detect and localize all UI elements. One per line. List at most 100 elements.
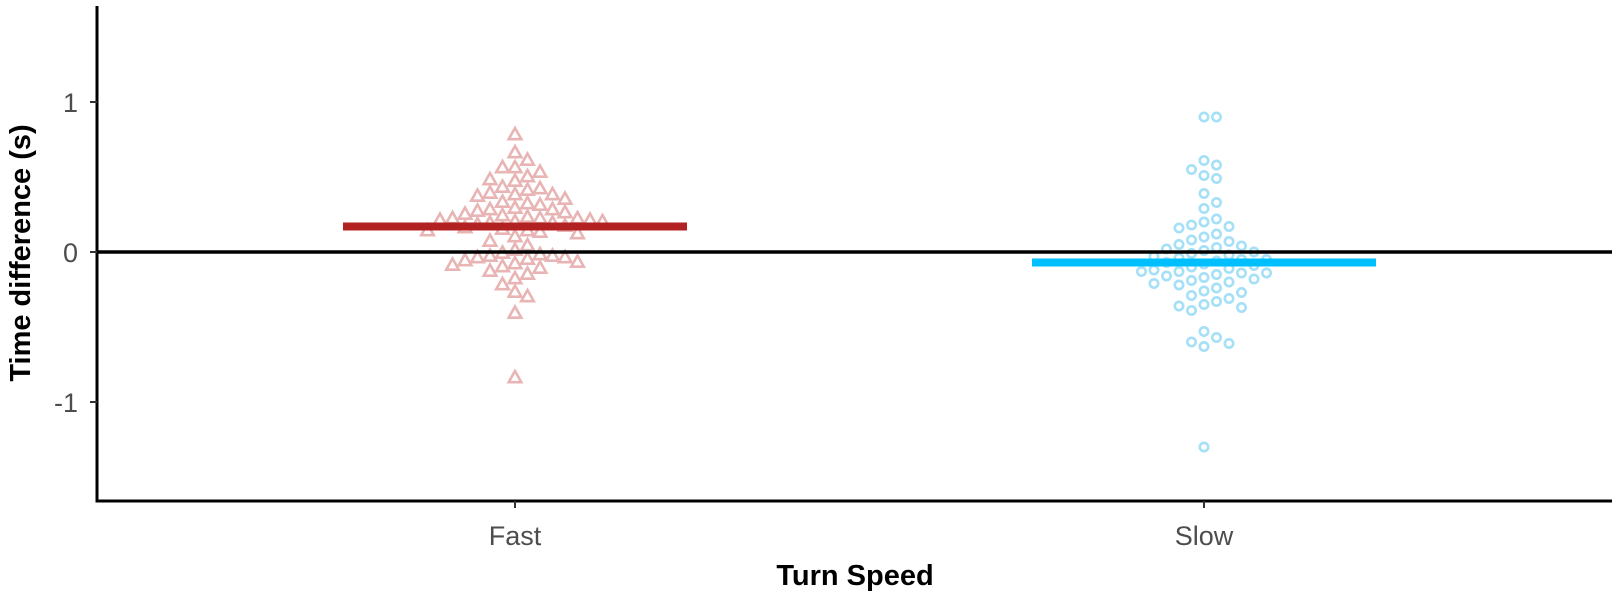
fast-data-point	[531, 222, 549, 238]
fast-data-point	[468, 248, 487, 264]
slow-data-point	[1173, 300, 1185, 312]
slow-data-point	[1173, 222, 1185, 234]
fast-data-point	[518, 194, 537, 210]
slow-data-point	[1211, 228, 1223, 240]
x-tick-label: Fast	[489, 521, 542, 551]
fast-data-point	[456, 251, 474, 267]
points-layer	[418, 111, 1273, 453]
fast-data-point	[531, 258, 549, 275]
slow-data-point	[1186, 164, 1198, 176]
slow-data-point	[1223, 276, 1235, 288]
fast-data-point	[506, 158, 524, 174]
slow-data-point	[1198, 216, 1210, 228]
slow-data-point	[1198, 340, 1210, 352]
slow-data-point	[1211, 268, 1223, 280]
fast-data-point	[531, 179, 549, 195]
y-axis-title: Time difference (s)	[5, 124, 37, 381]
slow-data-point	[1173, 279, 1185, 291]
slow-data-point	[1173, 265, 1185, 277]
slow-data-point	[1198, 111, 1210, 123]
fast-data-point	[518, 287, 537, 303]
slow-data-point	[1211, 295, 1223, 307]
slow-data-point	[1223, 292, 1235, 304]
fast-data-point	[518, 167, 537, 183]
slow-data-point	[1236, 267, 1248, 279]
fast-data-point	[506, 282, 524, 299]
fast-data-point	[518, 150, 537, 166]
fast-data-point	[506, 185, 524, 201]
fast-data-point	[481, 200, 499, 216]
fast-data-point	[468, 201, 487, 217]
slow-data-point	[1211, 331, 1223, 343]
fast-data-point	[481, 261, 499, 278]
slow-data-point	[1198, 155, 1210, 167]
slow-data-point	[1198, 170, 1210, 182]
slow-data-point	[1198, 285, 1210, 297]
slow-data-point	[1211, 213, 1223, 225]
slow-data-point	[1148, 264, 1160, 276]
fast-data-point	[568, 224, 587, 240]
slow-data-point	[1236, 286, 1248, 298]
fast-data-point	[506, 303, 524, 320]
fast-data-point	[568, 252, 587, 269]
slow-data-point	[1198, 271, 1210, 283]
fast-data-point	[493, 177, 512, 193]
fast-data-point	[468, 186, 487, 202]
fast-data-point	[481, 246, 499, 263]
slow-data-point	[1136, 265, 1148, 277]
fast-data-point	[506, 125, 524, 141]
slow-data-point	[1198, 203, 1210, 215]
fast-data-point	[443, 255, 462, 272]
fast-data-point	[531, 209, 549, 225]
fast-data-point	[518, 207, 537, 223]
slow-data-point	[1223, 236, 1235, 248]
fast-data-point	[506, 269, 524, 285]
fast-data-point	[518, 180, 537, 196]
x-ticks: Fast Slow	[489, 501, 1234, 551]
fast-data-point	[493, 192, 512, 208]
slow-data-point	[1211, 197, 1223, 209]
slow-data-point	[1186, 234, 1198, 246]
x-tick-label: Slow	[1175, 521, 1234, 551]
y-tick-label: -1	[54, 388, 78, 418]
slow-data-point	[1186, 219, 1198, 231]
fast-data-point	[543, 246, 562, 263]
fast-data-point	[556, 248, 574, 264]
fast-data-point	[481, 183, 499, 199]
fast-data-point	[493, 206, 512, 222]
slow-data-point	[1186, 336, 1198, 348]
fast-data-point	[556, 203, 574, 219]
fast-data-point	[493, 275, 512, 291]
fast-data-point	[506, 171, 524, 187]
slow-data-point	[1186, 289, 1198, 301]
fast-data-point	[481, 231, 499, 247]
slow-data-point	[1236, 301, 1248, 313]
slow-data-point	[1248, 273, 1260, 285]
slow-data-point	[1211, 173, 1223, 185]
fast-data-point	[456, 204, 474, 220]
slow-data-point	[1223, 337, 1235, 349]
y-ticks: -1 0 1	[54, 88, 97, 418]
fast-data-point	[518, 236, 537, 252]
slow-data-point	[1211, 282, 1223, 294]
fast-data-point	[506, 368, 524, 384]
fast-data-point	[543, 185, 562, 201]
slow-data-point	[1173, 239, 1185, 251]
fast-data-point	[506, 227, 524, 243]
y-tick-label: 0	[63, 238, 78, 268]
slow-data-point	[1186, 304, 1198, 316]
slow-data-point	[1211, 159, 1223, 171]
slow-data-point	[1198, 325, 1210, 337]
slow-data-point	[1211, 111, 1223, 123]
slow-data-point	[1198, 188, 1210, 200]
fast-data-point	[493, 158, 512, 174]
slow-data-point	[1198, 441, 1210, 453]
fast-data-point	[518, 264, 537, 281]
fast-data-point	[518, 249, 537, 266]
slow-data-point	[1223, 221, 1235, 233]
fast-data-point	[443, 209, 462, 225]
slow-data-point	[1198, 231, 1210, 243]
slow-data-point	[1161, 270, 1173, 282]
fast-data-point	[493, 257, 512, 273]
